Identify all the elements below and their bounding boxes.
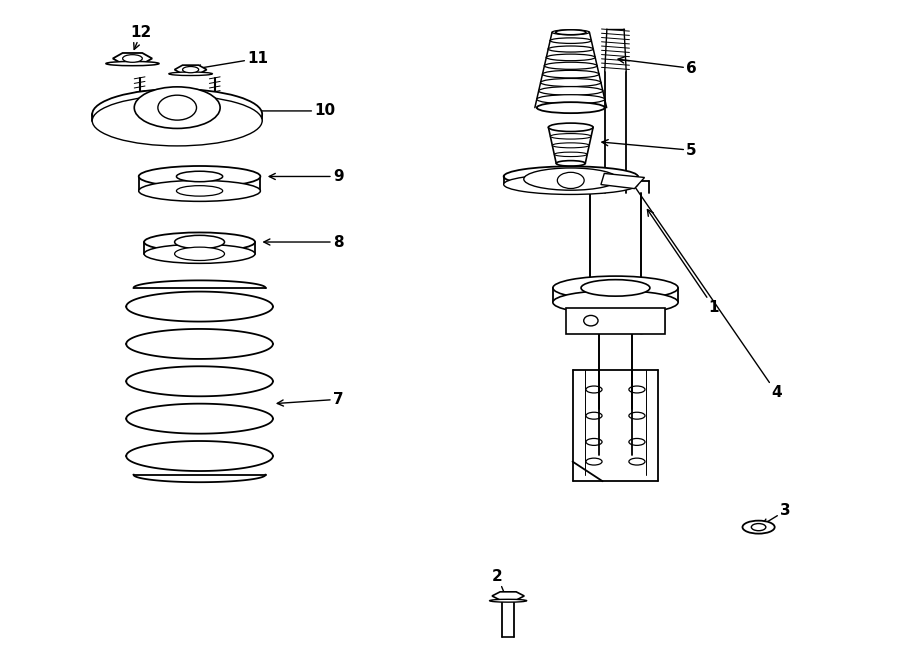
Ellipse shape (176, 186, 222, 196)
Polygon shape (601, 173, 644, 188)
Ellipse shape (175, 235, 224, 249)
Ellipse shape (557, 173, 584, 188)
Ellipse shape (524, 168, 617, 190)
Text: 5: 5 (602, 139, 697, 158)
Ellipse shape (490, 600, 526, 602)
Ellipse shape (158, 95, 196, 120)
Text: 9: 9 (269, 169, 344, 184)
Ellipse shape (552, 30, 590, 35)
Text: 11: 11 (195, 51, 268, 71)
Ellipse shape (92, 89, 262, 139)
Text: 4: 4 (630, 180, 782, 401)
Text: 12: 12 (130, 24, 152, 50)
Text: 6: 6 (618, 57, 697, 76)
Ellipse shape (550, 38, 591, 44)
Text: 10: 10 (241, 103, 336, 118)
Ellipse shape (581, 280, 650, 296)
Polygon shape (641, 307, 665, 334)
Ellipse shape (541, 79, 601, 87)
Bar (566, 307, 665, 334)
Polygon shape (112, 53, 152, 64)
Ellipse shape (556, 161, 585, 166)
Ellipse shape (144, 245, 255, 263)
Ellipse shape (122, 55, 142, 62)
Polygon shape (492, 592, 524, 600)
Ellipse shape (742, 521, 775, 533)
Ellipse shape (536, 95, 605, 104)
Ellipse shape (504, 167, 638, 186)
Ellipse shape (176, 171, 222, 182)
Ellipse shape (134, 87, 220, 128)
Ellipse shape (144, 233, 255, 252)
Circle shape (584, 315, 598, 326)
Text: 3: 3 (762, 503, 791, 525)
Ellipse shape (553, 291, 678, 314)
Polygon shape (175, 65, 207, 74)
Ellipse shape (106, 61, 159, 65)
Text: 8: 8 (264, 235, 344, 249)
Ellipse shape (752, 524, 766, 531)
Ellipse shape (536, 102, 605, 113)
Ellipse shape (548, 123, 593, 132)
Text: 1: 1 (647, 210, 719, 315)
Ellipse shape (554, 152, 587, 157)
Ellipse shape (548, 46, 593, 52)
Text: 7: 7 (277, 392, 344, 407)
Ellipse shape (139, 166, 260, 187)
Ellipse shape (183, 67, 199, 73)
Ellipse shape (139, 180, 260, 202)
Ellipse shape (546, 54, 595, 61)
Ellipse shape (544, 62, 597, 69)
Ellipse shape (555, 30, 586, 35)
Ellipse shape (504, 175, 638, 194)
Ellipse shape (169, 72, 212, 75)
Ellipse shape (92, 96, 262, 146)
Ellipse shape (539, 87, 603, 95)
Ellipse shape (553, 143, 590, 148)
Ellipse shape (175, 247, 224, 260)
Ellipse shape (550, 134, 591, 139)
Ellipse shape (543, 70, 599, 78)
Text: 2: 2 (492, 569, 507, 598)
Ellipse shape (553, 276, 678, 299)
